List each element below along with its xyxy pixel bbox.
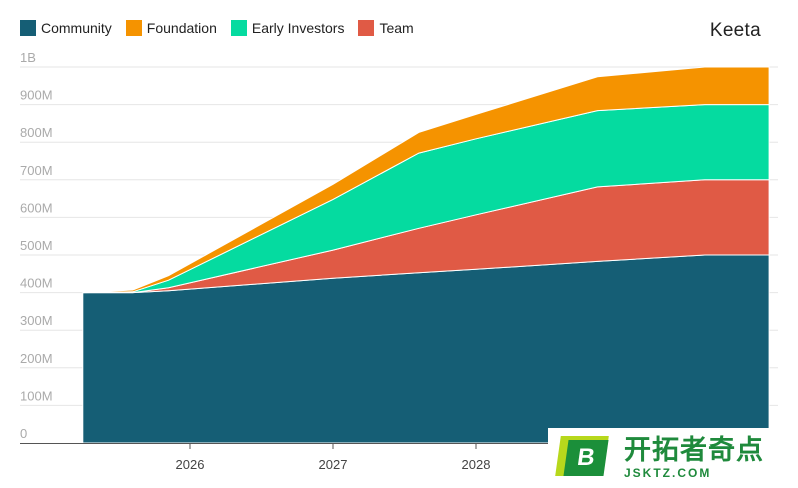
y-tick-label: 0	[20, 426, 27, 441]
y-tick-label: 500M	[20, 238, 53, 253]
area-series-foundation	[82, 66, 770, 294]
watermark-logo-icon: B	[555, 436, 610, 480]
legend-swatch-early-investors	[230, 20, 247, 36]
y-tick-label: 900M	[20, 88, 53, 103]
watermark-text-block: 开拓者奇点 JSKTZ.COM	[624, 435, 764, 481]
legend-label-team: Team	[379, 20, 414, 36]
watermark-logo-letter: B	[563, 440, 609, 476]
y-tick-label: 300M	[20, 313, 53, 328]
legend-label-community: Community	[41, 20, 112, 36]
y-tick-label: 400M	[20, 276, 53, 291]
y-tick-label: 100M	[20, 388, 53, 403]
legend-item-team: Team	[358, 20, 414, 36]
watermark-text: 开拓者奇点	[624, 435, 764, 465]
legend-item-foundation: Foundation	[125, 20, 217, 36]
brand-logo: Keeta	[709, 20, 761, 41]
watermark-url: JSKTZ.COM	[624, 466, 712, 480]
y-tick-label: 700M	[20, 163, 53, 178]
legend-swatch-team	[358, 20, 375, 36]
y-tick-label: 1B	[20, 50, 36, 65]
legend-label-early-investors: Early Investors	[251, 20, 345, 36]
x-tick-label: 2027	[319, 457, 348, 472]
legend-item-early-investors: Early Investors	[230, 20, 345, 36]
x-tick-label: 2028	[462, 457, 491, 472]
axes: 0 100M 200M 300M 400M 500M 600M 700M 800M 900M 1B 2…	[20, 50, 778, 472]
x-tick-label: 2026	[176, 457, 205, 472]
legend-item-community: Community	[20, 20, 112, 36]
legend-swatch-foundation	[125, 20, 142, 36]
legend-label-foundation: Foundation	[146, 20, 217, 36]
watermark: B 开拓者奇点 JSKTZ.COM	[548, 428, 798, 488]
y-tick-label: 200M	[20, 351, 53, 366]
y-tick-label: 800M	[20, 125, 53, 140]
legend-swatch-community	[20, 20, 36, 36]
y-tick-label: 600M	[20, 200, 53, 215]
legend: Community Foundation Early Investors Tea…	[20, 20, 414, 36]
